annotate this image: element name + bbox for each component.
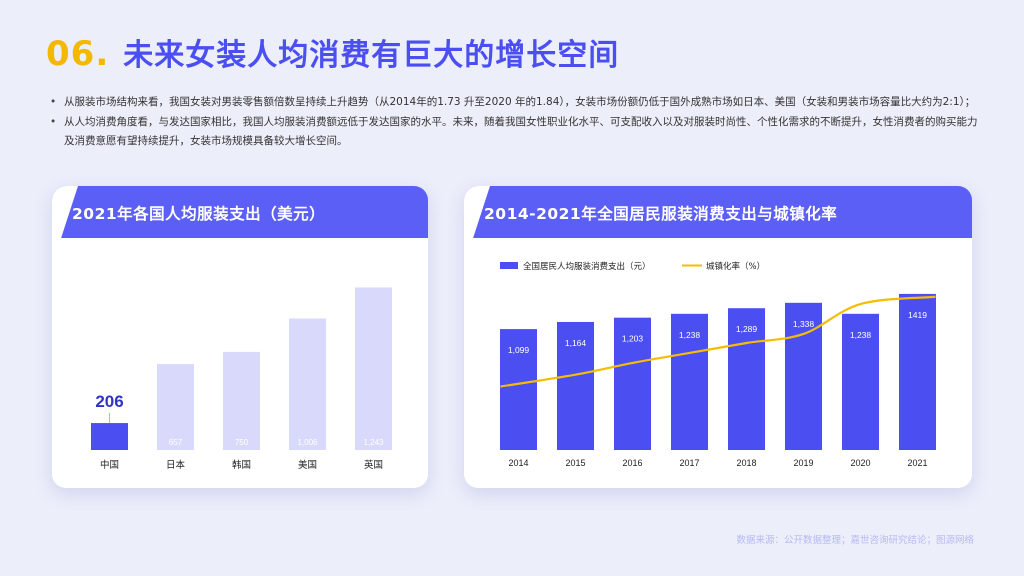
x-tick-label: 2014 [508, 458, 528, 468]
data-label: 1,338 [793, 319, 815, 329]
bar [223, 351, 260, 450]
data-label: 1419 [908, 310, 927, 320]
bullet-item: 从服装市场结构来看，我国女装对男装零售额倍数呈持续上升趋势（从2014年的1.7… [50, 93, 980, 112]
data-label: 1,203 [622, 334, 644, 344]
chart-card-clothing-urbanization: 2014-2021年全国居民服装消费支出与城镇化率 全国居民人均服装消费支出（元… [464, 186, 972, 488]
data-label: 1,289 [736, 324, 758, 334]
data-label: 1,238 [850, 330, 872, 340]
data-label: 750 [235, 438, 249, 447]
bar [500, 329, 537, 450]
data-label: 1,099 [508, 345, 530, 355]
title-text: 未来女装人均消费有巨大的增长空间 [123, 38, 620, 73]
x-tick-label: 2020 [850, 458, 870, 468]
chart-card-country-spending: 2021年各国人均服装支出（美元） 206 中国 657 日本 750 韩国 1,006 美国… [52, 186, 428, 488]
page-title: 06. 未来女装人均消费有巨大的增长空间 [46, 30, 619, 74]
x-tick-label: 英国 [364, 459, 383, 471]
chart-title: 2014-2021年全国居民服装消费支出与城镇化率 [484, 205, 838, 223]
data-label: 1,164 [565, 338, 587, 348]
bullet-item: 从人均消费角度看，与发达国家相比，我国人均服装消费额远低于发达国家的水平。未来，… [50, 113, 980, 151]
x-tick-label: 2019 [793, 458, 813, 468]
data-label: 1,006 [297, 438, 318, 447]
bar [91, 423, 128, 450]
x-tick-label: 日本 [166, 459, 186, 471]
data-label: 1,238 [679, 330, 701, 340]
chart-title: 2021年各国人均服装支出（美元） [72, 205, 326, 223]
legend-label: 城镇化率（%） [706, 261, 765, 272]
bar [157, 364, 194, 450]
x-tick-label: 韩国 [232, 459, 251, 471]
bullet-list: 从服装市场结构来看，我国女装对男装零售额倍数呈持续上升趋势（从2014年的1.7… [50, 93, 980, 152]
x-tick-label: 2016 [622, 458, 642, 468]
data-source: 数据来源：公开数据整理；嘉世咨询研究结论；图源网络 [736, 535, 974, 546]
legend-label: 全国居民人均服装消费支出（元） [523, 261, 651, 272]
x-tick-label: 2021 [907, 458, 927, 468]
x-tick-label: 中国 [100, 459, 119, 471]
x-tick-label: 美国 [298, 459, 317, 471]
x-tick-label: 2015 [565, 458, 585, 468]
bar [728, 308, 765, 450]
x-tick-label: 2017 [679, 458, 699, 468]
clothing-urbanization-chart: 全国居民人均服装消费支出（元） 城镇化率（%） 1,099 2014 1,164 2015… [500, 261, 936, 468]
x-tick-label: 2018 [736, 458, 756, 468]
country-spending-chart: 206 中国 657 日本 750 韩国 1,006 美国 1,243 英国 [91, 287, 392, 471]
data-label: 657 [169, 438, 183, 447]
title-number: 06. [46, 34, 110, 74]
card-header: 2021年各国人均服装支出（美元） [52, 186, 428, 238]
legend-swatch-bar [500, 262, 518, 269]
bar [355, 287, 392, 450]
series-line-urbanization [500, 295, 936, 388]
bar [842, 313, 879, 450]
bar [671, 313, 708, 450]
data-label: 206 [95, 392, 123, 411]
bar [289, 318, 326, 450]
bar [557, 321, 594, 450]
bar [899, 293, 936, 450]
card-header: 2014-2021年全国居民服装消费支出与城镇化率 [464, 186, 972, 238]
data-label: 1,243 [363, 438, 384, 447]
bar [614, 317, 651, 450]
